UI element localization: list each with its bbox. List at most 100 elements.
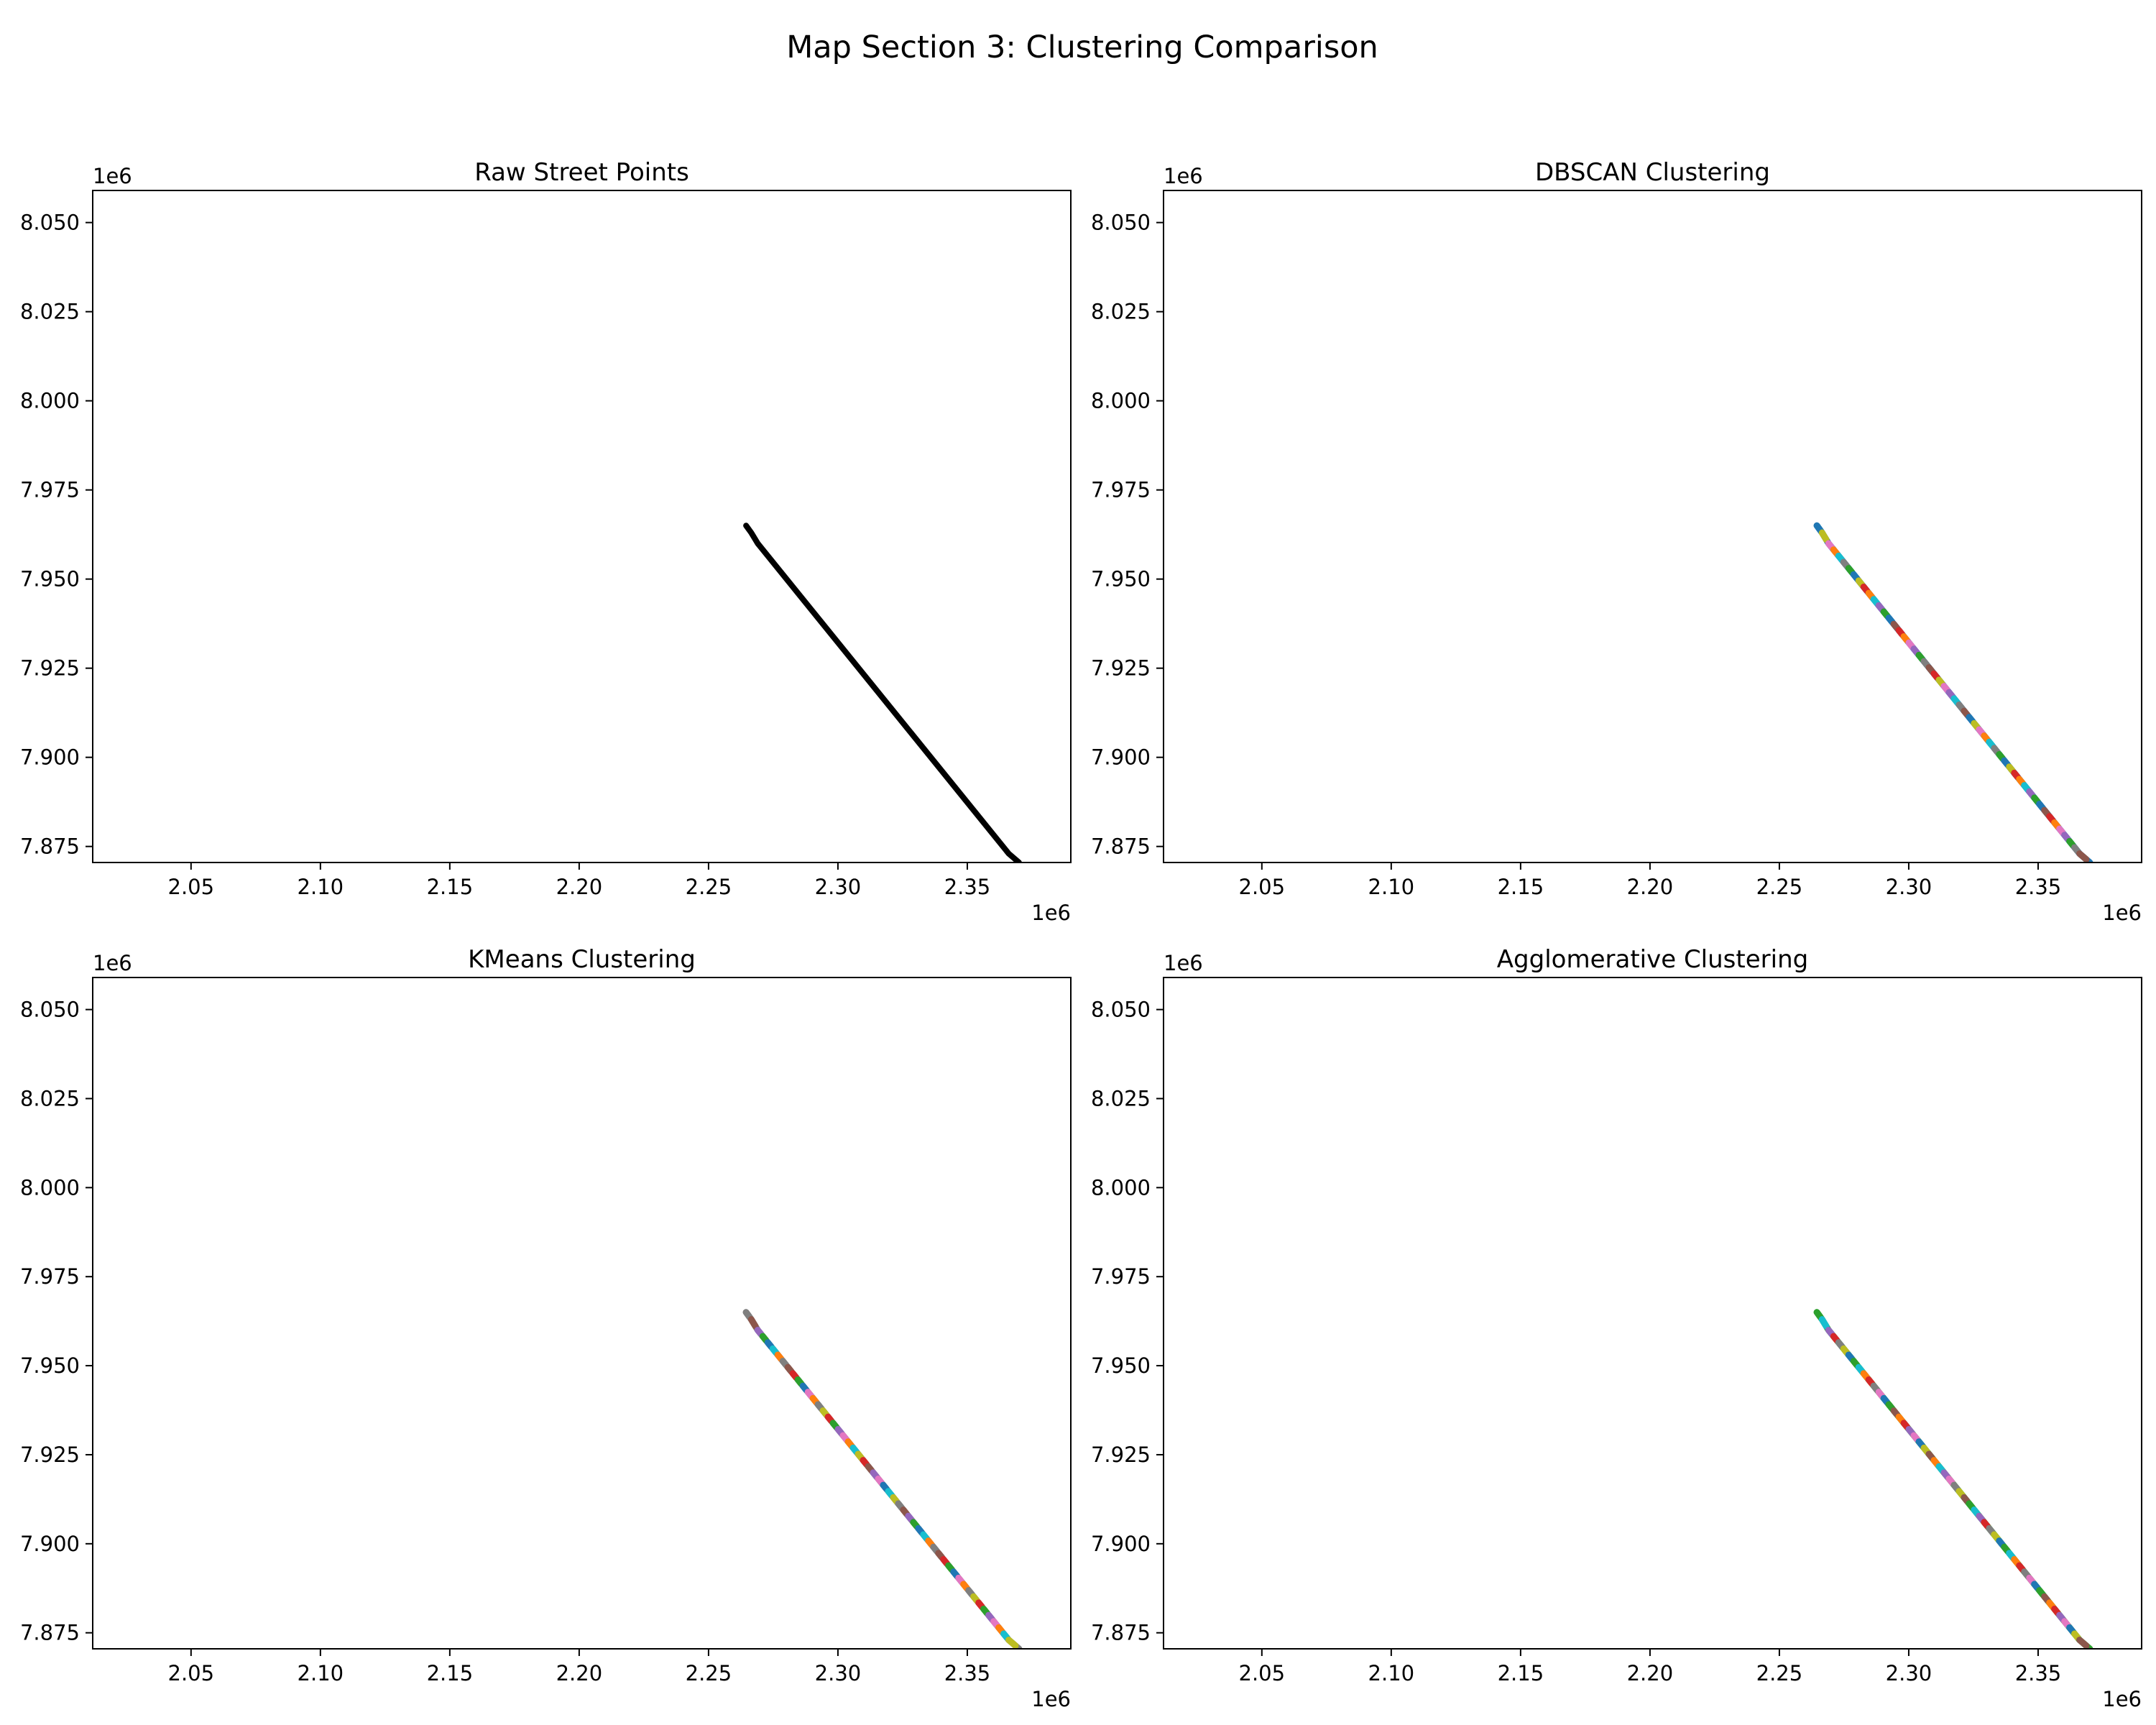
cluster-point [975, 1599, 985, 1610]
cluster-point [880, 1481, 890, 1493]
cluster-point [1870, 596, 1881, 607]
y-tick-label: 8.025 [20, 300, 80, 324]
x-tick-label: 2.25 [1756, 1661, 1803, 1685]
cluster-point [1885, 615, 1896, 625]
cluster-point [2006, 763, 2016, 774]
x-tick-label: 2.30 [815, 1661, 862, 1685]
cluster-point [945, 1562, 955, 1573]
cluster-point [1976, 1512, 1986, 1524]
y-tick-label: 7.925 [1091, 656, 1151, 681]
y-tick-label: 8.050 [20, 211, 80, 235]
cluster-point [1865, 1376, 1876, 1387]
x-tick-label: 2.05 [1239, 875, 1286, 899]
y-tick-label: 7.875 [1091, 834, 1151, 859]
cluster-point [854, 1450, 865, 1462]
cluster-point [1870, 1382, 1881, 1394]
cluster-point [1813, 522, 1824, 534]
cluster-point [2031, 1581, 2041, 1592]
cluster-point [1996, 1537, 2006, 1548]
y-tick-label: 8.000 [20, 1175, 80, 1200]
cluster-point [1813, 1309, 1824, 1320]
cluster-point [1945, 1475, 1956, 1486]
cluster-point [2021, 782, 2031, 793]
cluster-point [819, 1407, 830, 1418]
cluster-point [860, 1457, 870, 1468]
y-tick-label: 7.975 [20, 478, 80, 502]
cluster-point [839, 1432, 850, 1443]
x-tick-label: 2.15 [427, 875, 474, 899]
y-tick-label: 8.050 [20, 998, 80, 1022]
cluster-point [910, 1519, 920, 1530]
cluster-point [2001, 1543, 2011, 1555]
cluster-point [1890, 1407, 1901, 1418]
cluster-point [2071, 844, 2081, 855]
cluster-point [1845, 1351, 1856, 1363]
y-tick-label: 8.000 [1091, 389, 1151, 413]
cluster-point [2011, 1556, 2021, 1567]
cluster-point [940, 1556, 950, 1567]
subplot-title: Raw Street Points [474, 158, 689, 187]
cluster-point [970, 1593, 980, 1604]
cluster-point [2016, 1562, 2026, 1573]
cluster-point [2036, 1587, 2046, 1598]
cluster-point [1996, 751, 2006, 762]
y-offset-label: 1e6 [93, 951, 132, 975]
cluster-point [1825, 1327, 1835, 1338]
cluster-point [875, 1475, 885, 1486]
y-tick-label: 7.925 [20, 1443, 80, 1467]
cluster-point [1818, 529, 1830, 543]
cluster-point [915, 1524, 925, 1536]
y-tick-label: 7.900 [1091, 745, 1151, 770]
cluster-point [930, 1543, 940, 1555]
x-tick-label: 2.20 [556, 1661, 603, 1685]
cluster-point [1925, 664, 1936, 675]
cluster-point [2051, 1606, 2061, 1616]
cluster-point [2036, 801, 2046, 811]
cluster-point [1920, 1444, 1931, 1455]
y-tick-label: 7.900 [1091, 1532, 1151, 1556]
x-tick-label: 2.35 [2015, 1661, 2062, 1685]
x-offset-label: 1e6 [1031, 1687, 1071, 1711]
x-offset-label: 1e6 [2102, 901, 2142, 925]
cluster-point [2066, 1624, 2076, 1635]
x-tick-label: 2.30 [1886, 875, 1932, 899]
cluster-point [1935, 1463, 1946, 1474]
x-tick-label: 2.10 [1368, 875, 1415, 899]
cluster-point [1961, 707, 1971, 719]
cluster-point [1991, 1531, 2001, 1542]
cluster-point [2071, 1630, 2081, 1642]
cluster-point [1850, 571, 1861, 582]
cluster-point [1825, 540, 1835, 551]
cluster-point [1835, 1339, 1846, 1350]
cluster-point [1830, 1333, 1841, 1344]
subplot-2: DBSCAN Clustering 2.05 2.10 2.15 2.20 2.25 2.3… [1091, 158, 2142, 925]
cluster-point [1840, 558, 1851, 570]
x-tick-label: 2.30 [1886, 1661, 1932, 1685]
cluster-point [1940, 683, 1951, 694]
cluster-point [1915, 651, 1926, 663]
cluster-point [1840, 1345, 1851, 1356]
cluster-point [1971, 719, 1981, 731]
cluster-point [2046, 813, 2056, 824]
y-offset-label: 1e6 [1164, 951, 1203, 975]
y-tick-label: 7.975 [1091, 478, 1151, 502]
y-tick-label: 8.025 [20, 1086, 80, 1110]
cluster-point [2056, 825, 2066, 837]
cluster-point [794, 1376, 805, 1387]
x-tick-label: 2.05 [168, 875, 215, 899]
cluster-point [1930, 670, 1941, 681]
y-tick-label: 7.950 [20, 567, 80, 592]
cluster-point [2076, 850, 2090, 862]
x-tick-label: 2.35 [944, 875, 991, 899]
cluster-point [1976, 726, 1986, 737]
cluster-point [2041, 806, 2051, 818]
cluster-point [2061, 832, 2071, 842]
y-tick-label: 7.900 [20, 745, 80, 770]
x-tick-label: 2.05 [1239, 1661, 1286, 1685]
cluster-point [1935, 676, 1946, 688]
plot-area [742, 1309, 1023, 1649]
x-tick-label: 2.10 [298, 1661, 344, 1685]
cluster-point [1981, 732, 1991, 743]
cluster-point [1986, 738, 1996, 750]
cluster-point [1955, 701, 1966, 712]
